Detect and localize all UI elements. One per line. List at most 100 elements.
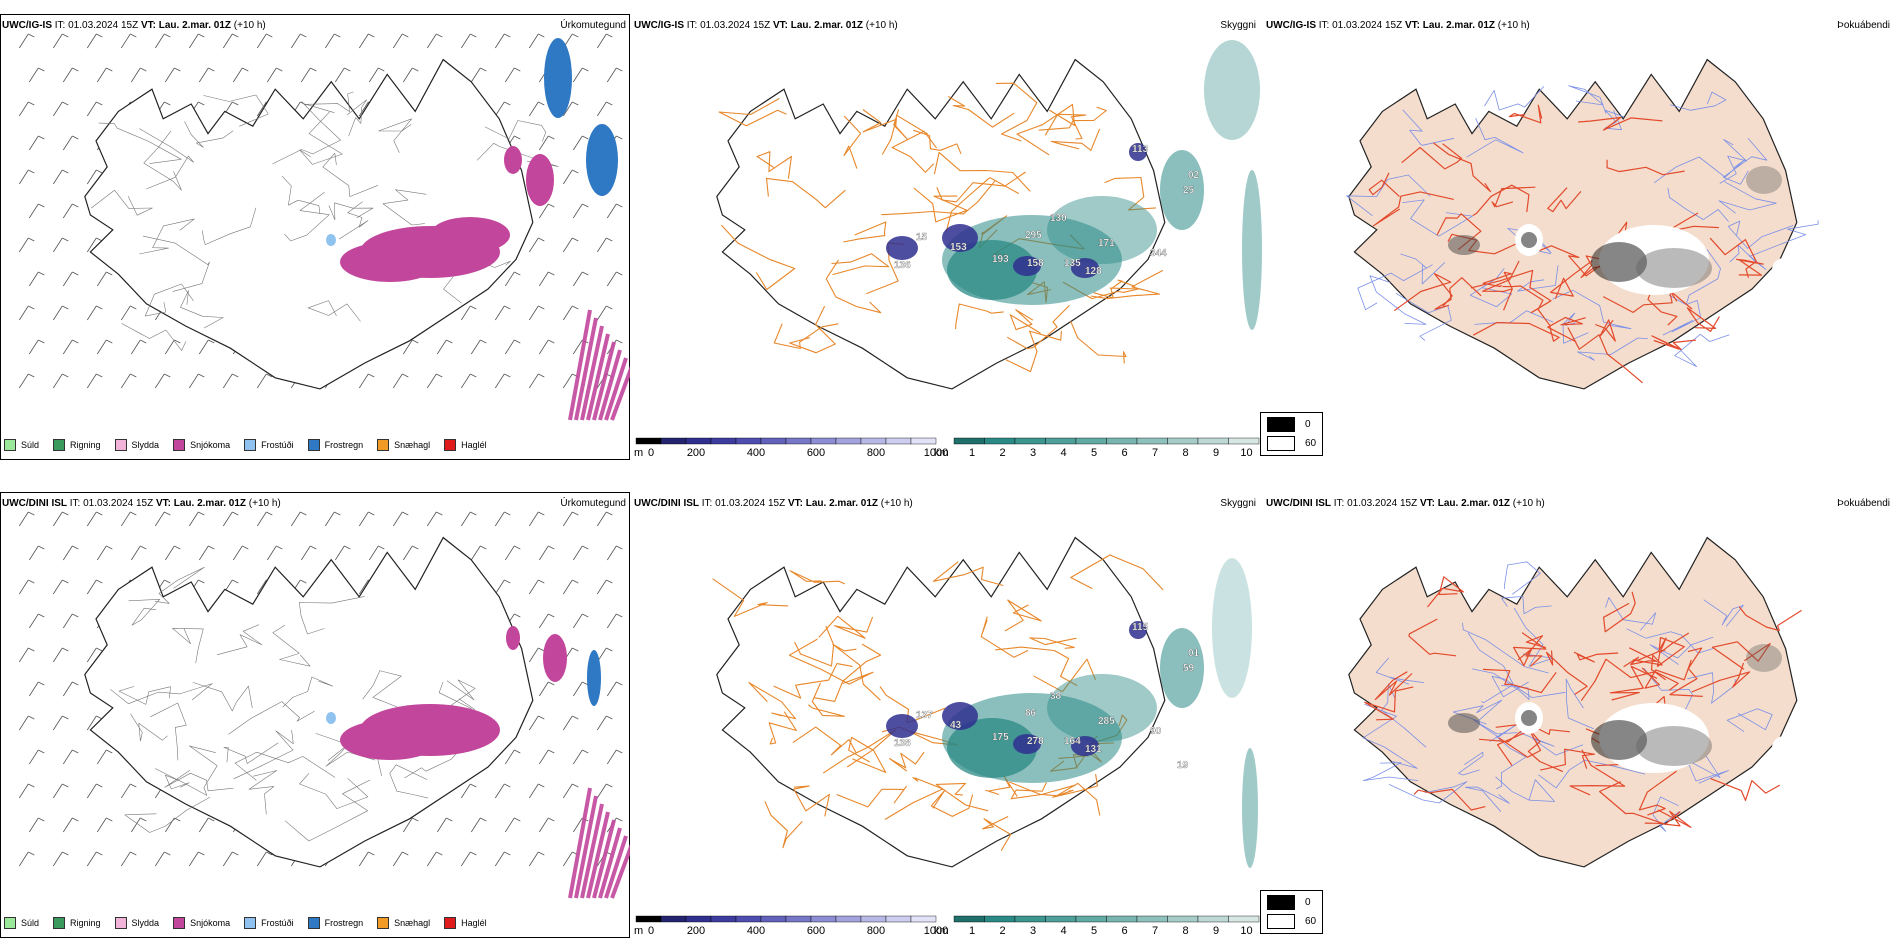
- fog-legend-item: 60: [1267, 436, 1316, 451]
- legend-item: Slydda: [114, 917, 159, 929]
- legend-item: Súld: [4, 439, 39, 451]
- colorbar-tick: 0: [648, 925, 654, 937]
- visibility-panel: UWC/DINI ISL IT: 01.03.2024 15Z VT: Lau.…: [632, 478, 1264, 948]
- colorbar-tick: 3: [1030, 925, 1036, 937]
- visibility-value: 90: [1150, 726, 1162, 737]
- visibility-value: 113: [1132, 144, 1149, 155]
- fog-legend-label: 60: [1305, 438, 1317, 449]
- visibility-value: 175: [992, 732, 1009, 743]
- colorbar-tick: 7: [1152, 447, 1158, 459]
- legend-swatch: [53, 439, 66, 451]
- colorbar-unit: km: [934, 925, 949, 937]
- fog-legend: 0 60: [1260, 890, 1324, 934]
- colorbar-tick: 400: [747, 925, 765, 937]
- run-info: UWC/DINI ISL IT: 01.03.2024 15Z VT: Lau.…: [2, 498, 281, 509]
- panel-title: Þokuábendi: [1837, 20, 1890, 31]
- colorbar-tick: 4: [1060, 447, 1066, 459]
- legend-swatch: [114, 917, 127, 929]
- visibility-value: 137: [916, 710, 933, 721]
- visibility-value: 15: [916, 232, 928, 243]
- colorbar-tick: 9: [1213, 447, 1219, 459]
- colorbar-tick: 600: [807, 925, 825, 937]
- colorbar-tick: 3: [1030, 447, 1036, 459]
- precip-legend: Súld Rigning Slydda Snjókoma Frostúði Frostre…: [4, 914, 501, 932]
- visibility-value: 86: [1025, 708, 1037, 719]
- legend-item: Snæhagl: [377, 439, 430, 451]
- legend-item: Slydda: [114, 439, 159, 451]
- colorbars: 0 200 400 600 800 1000 m 1 2 3 4 5 6 7 8 9 10 km: [634, 915, 1260, 937]
- colorbar-tick: 9: [1213, 925, 1219, 937]
- visibility-value: 43: [950, 720, 962, 731]
- legend-swatch: [114, 439, 127, 451]
- forecast-row-ig-is: UWC/IG-IS IT: 01.03.2024 15Z VT: Lau. 2.…: [0, 0, 1900, 470]
- legend-item: Rigning: [53, 439, 101, 451]
- legend-label: Súld: [21, 440, 40, 450]
- legend-label: Snæhagl: [394, 918, 431, 928]
- visibility-value: 164: [1064, 736, 1081, 747]
- legend-label: Snjókoma: [190, 440, 231, 450]
- panel-title: Þokuábendi: [1837, 498, 1890, 509]
- colorbar-tick: 6: [1121, 925, 1127, 937]
- colorbar-tick: 2: [999, 925, 1005, 937]
- colorbar-tick: 8: [1182, 925, 1188, 937]
- visibility-value: 128: [1085, 266, 1102, 277]
- colorbar-tick: 1: [969, 925, 975, 937]
- run-info: UWC/IG-IS IT: 01.03.2024 15Z VT: Lau. 2.…: [2, 20, 266, 31]
- panel-title: Úrkomutegund: [560, 498, 626, 509]
- colorbar-tick: 5: [1091, 925, 1097, 937]
- legend-swatch: [307, 917, 320, 929]
- panel-title: Skyggni: [1220, 498, 1256, 509]
- panel-title: Úrkomutegund: [560, 20, 626, 31]
- map-frame: [0, 14, 630, 460]
- legend-item: Snjókoma: [173, 917, 230, 929]
- colorbar-tick: 10: [1240, 925, 1252, 937]
- fog-legend-item: 60: [1267, 914, 1316, 929]
- visibility-value: 193: [992, 254, 1009, 265]
- legend-label: Súld: [21, 918, 40, 928]
- colorbar-unit: m: [634, 925, 643, 937]
- legend-swatch: [444, 439, 457, 451]
- visibility-value: 25: [1183, 185, 1195, 196]
- colorbar-tick: 400: [747, 447, 765, 459]
- legend-swatch: [307, 439, 320, 451]
- legend-item: Frostregn: [307, 917, 364, 929]
- run-info: UWC/DINI ISL IT: 01.03.2024 15Z VT: Lau.…: [1266, 498, 1545, 509]
- colorbars: 0 200 400 600 800 1000 m 1 2 3 4 5 6 7 8 9 10 km: [634, 437, 1260, 459]
- legend-label: Frostregn: [324, 440, 364, 450]
- fog-legend-label: 0: [1305, 897, 1311, 908]
- legend-swatch: [377, 439, 390, 451]
- visibility-panel: UWC/IG-IS IT: 01.03.2024 15Z VT: Lau. 2.…: [632, 0, 1264, 470]
- legend-label: Rigning: [70, 918, 101, 928]
- legend-label: Frostúði: [261, 440, 294, 450]
- visibility-value: 285: [1098, 716, 1115, 727]
- precip-map: [18, 511, 630, 899]
- run-info: UWC/DINI ISL IT: 01.03.2024 15Z VT: Lau.…: [634, 498, 913, 509]
- run-info: UWC/IG-IS IT: 01.03.2024 15Z VT: Lau. 2.…: [634, 20, 898, 31]
- colorbar-tick: 800: [867, 925, 885, 937]
- visibility-value: 01: [1188, 648, 1200, 659]
- legend-item: Haglél: [444, 917, 487, 929]
- colorbar-tick: 10: [1240, 447, 1252, 459]
- legend-label: Haglél: [461, 440, 487, 450]
- colorbar-tick: 8: [1182, 447, 1188, 459]
- visibility-value: 115: [1132, 622, 1149, 633]
- legend-label: Snæhagl: [394, 440, 431, 450]
- visibility-value: 38: [1050, 691, 1062, 702]
- legend-swatch: [244, 439, 257, 451]
- colorbar-unit: m: [634, 447, 643, 459]
- visibility-map: 113 02 25 130 295 171 344 153 193 158 135 128 136 15: [716, 40, 1262, 390]
- precip-legend: Súld Rigning Slydda Snjókoma Frostúði Frostre…: [4, 436, 501, 454]
- legend-label: Frostregn: [324, 918, 364, 928]
- colorbar-tick: 600: [807, 447, 825, 459]
- map-frame: [0, 492, 630, 938]
- legend-swatch: [377, 917, 390, 929]
- legend-item: Snjókoma: [173, 439, 230, 451]
- visibility-value: 131: [1085, 744, 1102, 755]
- fog-legend-item: 0: [1267, 417, 1316, 432]
- visibility-value: 136: [894, 260, 911, 271]
- legend-swatch: [4, 917, 16, 929]
- fog-legend-swatch: [1267, 895, 1295, 910]
- legend-item: Frostúði: [244, 439, 294, 451]
- fog-legend-swatch: [1267, 417, 1295, 432]
- colorbar-tick: 0: [648, 447, 654, 459]
